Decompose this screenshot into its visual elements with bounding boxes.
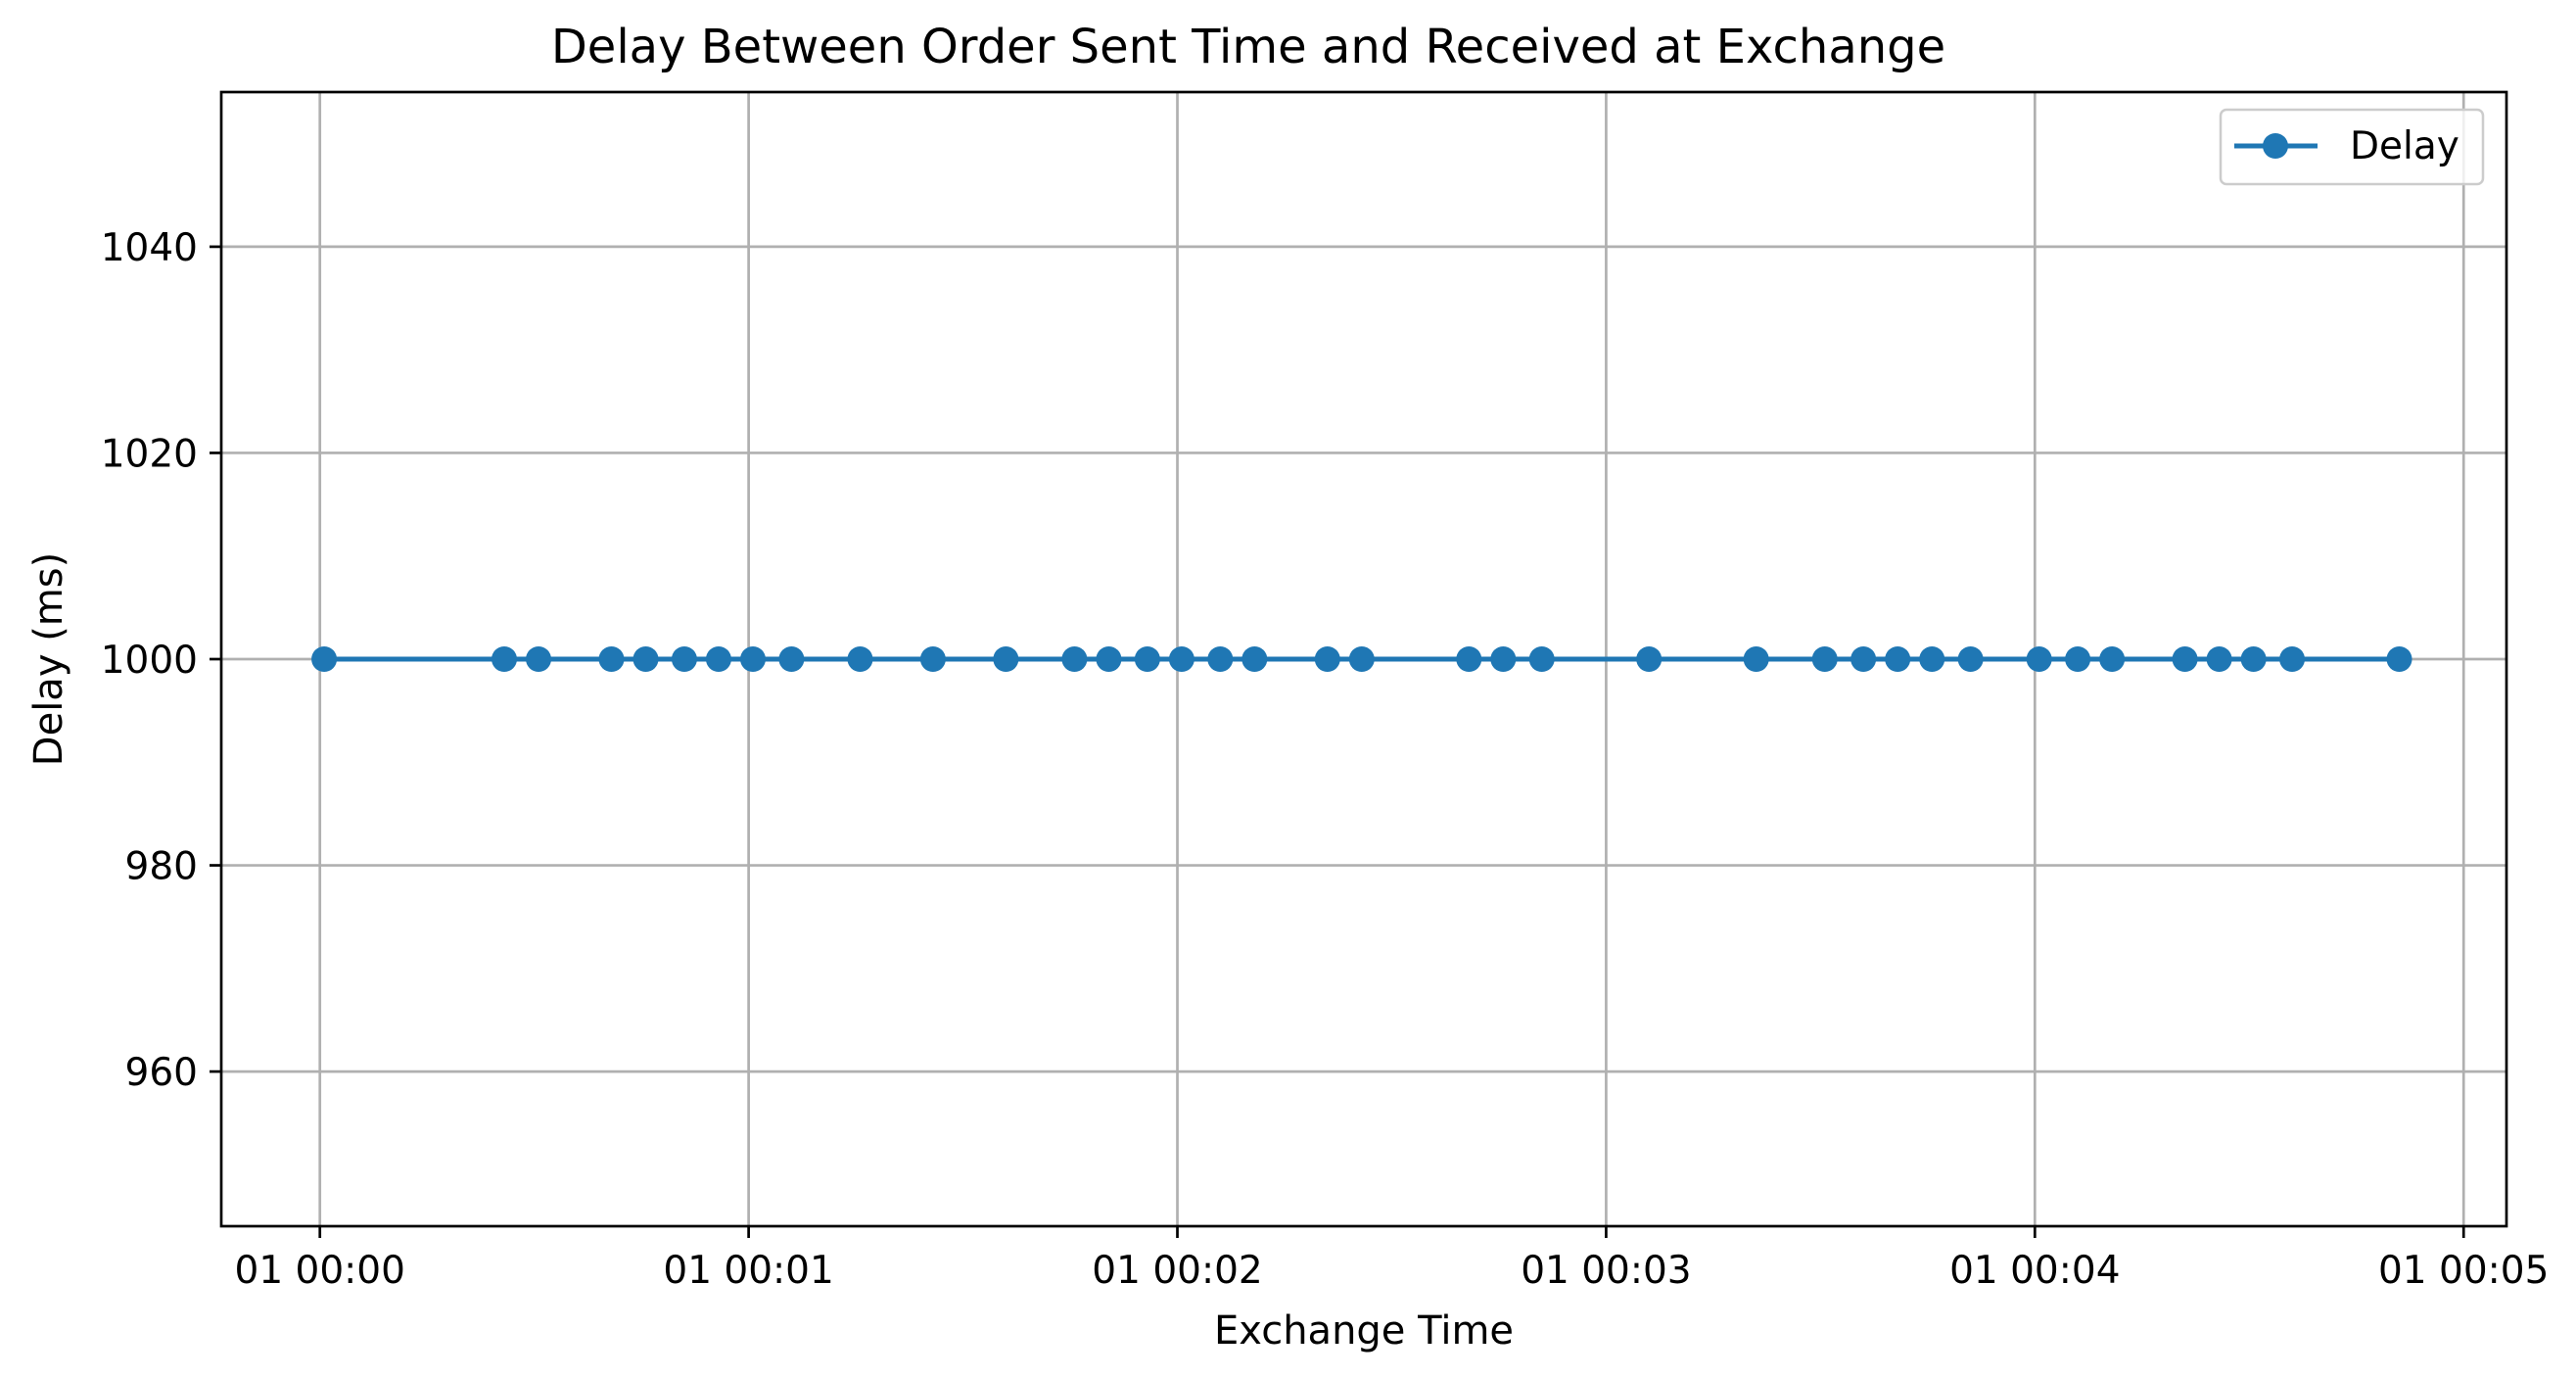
data-point bbox=[1348, 646, 1375, 672]
data-point bbox=[778, 646, 805, 672]
data-point bbox=[1885, 646, 1911, 672]
series-layer bbox=[311, 646, 2412, 672]
y-tick-label: 1040 bbox=[101, 226, 198, 270]
data-point bbox=[2386, 646, 2412, 672]
x-tick-label: 01 00:03 bbox=[1521, 1249, 1691, 1293]
y-axis-label: Delay (ms) bbox=[26, 552, 71, 766]
data-point bbox=[2026, 646, 2052, 672]
x-axis-label: Exchange Time bbox=[1214, 1308, 1514, 1354]
data-point bbox=[2240, 646, 2267, 672]
data-point bbox=[1207, 646, 1234, 672]
data-point bbox=[492, 646, 518, 672]
legend-box bbox=[2219, 108, 2485, 186]
data-point bbox=[1241, 646, 1268, 672]
data-point bbox=[705, 646, 731, 672]
legend: Delay bbox=[2219, 108, 2485, 186]
data-point bbox=[1743, 646, 1769, 672]
data-point bbox=[1957, 646, 1984, 672]
data-point bbox=[2206, 646, 2232, 672]
data-point bbox=[2279, 646, 2306, 672]
data-point bbox=[993, 646, 1019, 672]
data-point bbox=[1061, 646, 1088, 672]
data-point bbox=[1528, 646, 1555, 672]
data-point bbox=[847, 646, 873, 672]
y-tick-label: 960 bbox=[125, 1051, 198, 1095]
y-tick-label: 1000 bbox=[101, 639, 198, 683]
y-tick-label: 980 bbox=[125, 845, 198, 889]
data-point bbox=[2172, 646, 2198, 672]
data-point bbox=[739, 646, 766, 672]
x-tick-label: 01 00:05 bbox=[2378, 1249, 2549, 1293]
data-point bbox=[671, 646, 697, 672]
data-point bbox=[2099, 646, 2126, 672]
data-point bbox=[598, 646, 625, 672]
legend-label: Delay bbox=[2350, 124, 2459, 168]
chart-title: Delay Between Order Sent Time and Receiv… bbox=[551, 20, 1945, 74]
data-point bbox=[1168, 646, 1194, 672]
data-point bbox=[1811, 646, 1838, 672]
y-tick-label: 1020 bbox=[101, 432, 198, 476]
data-point bbox=[919, 646, 946, 672]
data-point bbox=[2065, 646, 2091, 672]
data-point bbox=[1919, 646, 1945, 672]
data-point bbox=[1096, 646, 1122, 672]
data-point bbox=[526, 646, 552, 672]
x-tick-label: 01 00:01 bbox=[663, 1249, 833, 1293]
data-point bbox=[1314, 646, 1340, 672]
y-axis: 960 980 1000 1020 1040 bbox=[101, 226, 221, 1095]
data-point bbox=[1490, 646, 1517, 672]
x-tick-label: 01 00:02 bbox=[1092, 1249, 1262, 1293]
data-point bbox=[1850, 646, 1877, 672]
data-point bbox=[1456, 646, 1482, 672]
x-tick-label: 01 00:04 bbox=[1949, 1249, 2120, 1293]
legend-marker-swatch bbox=[2263, 133, 2288, 159]
data-point bbox=[1636, 646, 1663, 672]
data-point bbox=[632, 646, 659, 672]
x-axis: 01 00:00 01 00:01 01 00:02 01 00:03 01 00:04… bbox=[235, 1226, 2549, 1293]
data-point bbox=[311, 646, 338, 672]
x-tick-label: 01 00:00 bbox=[235, 1249, 405, 1293]
data-point bbox=[1134, 646, 1160, 672]
